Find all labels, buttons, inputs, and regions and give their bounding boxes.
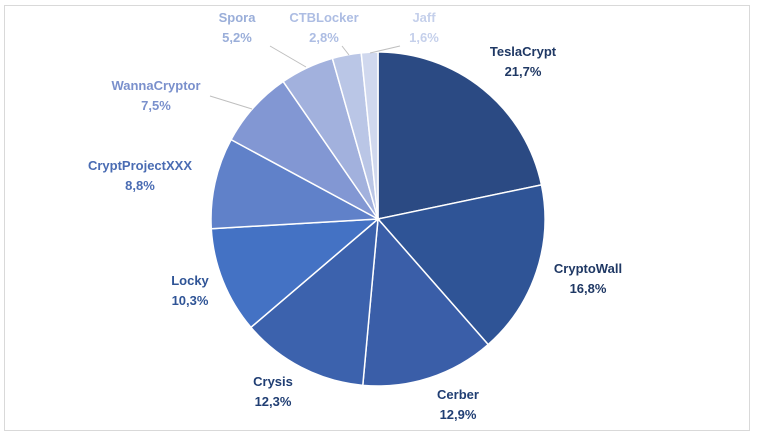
pie-slice-cerber <box>361 217 490 387</box>
slice-value: 12,9% <box>440 407 477 422</box>
slice-value: 5,2% <box>222 30 252 45</box>
slice-name: TeslaCrypt <box>490 44 557 59</box>
pie-slice-cryptprojectxxx <box>210 138 381 230</box>
pie-slice-crysis <box>249 217 379 387</box>
slice-name: CryptoWall <box>554 261 622 276</box>
leader-line-spora <box>269 45 307 68</box>
slice-value: 8,8% <box>125 178 155 193</box>
data-label-ctblocker: CTBLocker 2,8% <box>289 10 358 45</box>
slice-name: Crysis <box>253 374 293 389</box>
slice-name: CTBLocker <box>289 10 358 25</box>
slice-name: WannaCryptor <box>111 78 200 93</box>
leader-line-wannacryptor <box>209 95 253 110</box>
pie-slice-cryptowall <box>376 183 546 346</box>
slice-name: Jaff <box>412 10 436 25</box>
slice-value: 2,8% <box>309 30 339 45</box>
data-label-crysis: Crysis 12,3% <box>253 374 293 409</box>
pie-slice-jaff <box>360 51 379 220</box>
data-label-locky: Locky 10,3% <box>171 273 209 308</box>
slice-name: Cerber <box>437 387 479 402</box>
slice-value: 16,8% <box>570 281 607 296</box>
data-label-teslacrypt: TeslaCrypt 21,7% <box>490 44 557 79</box>
slice-value: 12,3% <box>255 394 292 409</box>
slice-name: CryptProjectXXX <box>88 158 192 173</box>
leader-lines <box>209 45 401 110</box>
leader-line-jaff <box>369 45 401 54</box>
pie-slices <box>210 51 546 387</box>
pie-slice-locky <box>210 218 381 329</box>
slice-value: 10,3% <box>172 293 209 308</box>
slice-value: 21,7% <box>505 64 542 79</box>
slice-name: Spora <box>219 10 257 25</box>
pie-slice-teslacrypt <box>377 51 543 220</box>
data-label-cryptowall: CryptoWall 16,8% <box>554 261 622 296</box>
data-label-wannacryptor: WannaCryptor 7,5% <box>111 78 200 113</box>
data-label-cerber: Cerber 12,9% <box>437 387 479 422</box>
data-labels: TeslaCrypt 21,7% CryptoWall 16,8% Cerber 12,9… <box>88 10 622 422</box>
slice-value: 1,6% <box>409 30 439 45</box>
slice-name: Locky <box>171 273 209 288</box>
slice-value: 7,5% <box>141 98 171 113</box>
leader-line-ctblocker <box>341 45 350 56</box>
data-label-spora: Spora 5,2% <box>219 10 257 45</box>
data-label-cryptprojectxxx: CryptProjectXXX 8,8% <box>88 158 192 193</box>
data-label-jaff: Jaff 1,6% <box>409 10 439 45</box>
